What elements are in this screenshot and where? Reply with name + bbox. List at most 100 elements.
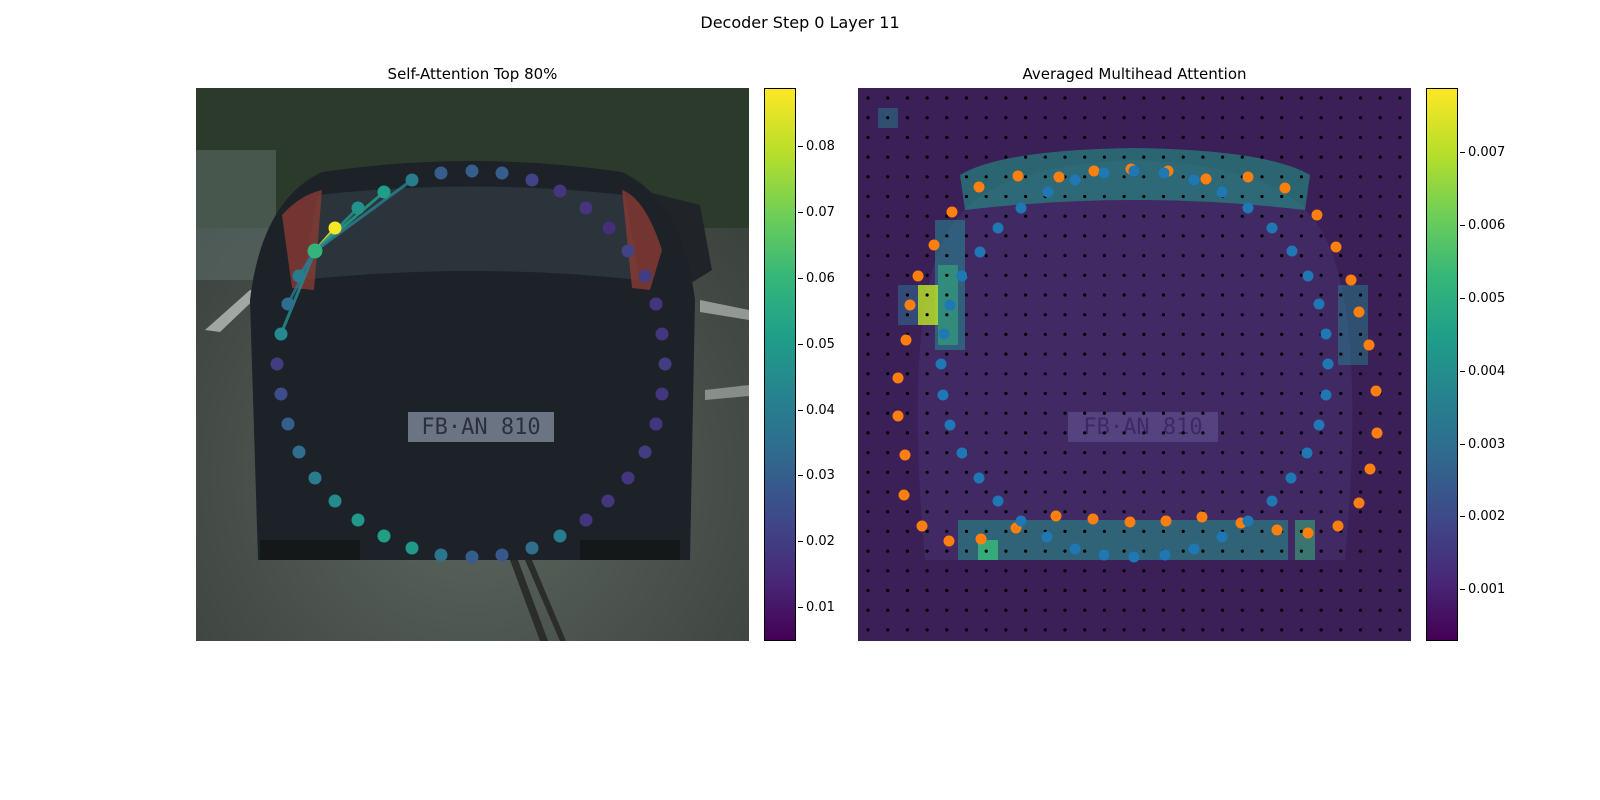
grid-dot xyxy=(1063,214,1067,218)
grid-dot xyxy=(1063,510,1067,514)
blue-point xyxy=(1098,549,1110,561)
grid-dot xyxy=(1122,116,1126,120)
blue-point xyxy=(992,495,1004,507)
grid-dot xyxy=(1260,588,1264,593)
grid-dot xyxy=(964,175,969,179)
right-colorbar xyxy=(1426,88,1458,641)
grid-dot xyxy=(1122,234,1126,238)
grid-dot xyxy=(886,175,890,179)
grid-dot xyxy=(1043,372,1047,376)
grid-dot xyxy=(984,510,988,514)
grid-dot xyxy=(1358,490,1363,494)
blue-point xyxy=(1313,298,1325,310)
grid-dot xyxy=(905,510,910,514)
grid-dot xyxy=(886,372,890,376)
grid-dot xyxy=(1024,254,1028,258)
grid-dot xyxy=(866,588,870,593)
grid-dot xyxy=(1063,529,1067,534)
grid-dot xyxy=(1280,175,1284,179)
colorbar-tick-label: 0.07 xyxy=(798,205,835,221)
grid-dot xyxy=(1339,214,1343,218)
grid-dot xyxy=(1181,588,1185,593)
blue-point xyxy=(1286,245,1298,257)
grid-dot xyxy=(1299,608,1303,612)
grid-dot xyxy=(1004,451,1008,455)
grid-dot xyxy=(905,628,910,632)
grid-dot xyxy=(1083,194,1087,199)
blue-point xyxy=(944,419,956,431)
grid-dot xyxy=(1083,135,1087,139)
grid-dot xyxy=(866,569,870,573)
grid-dot xyxy=(1142,372,1146,376)
grid-dot xyxy=(1142,490,1146,494)
grid-dot xyxy=(1280,293,1284,297)
grid-dot xyxy=(1161,569,1166,573)
orange-point xyxy=(899,449,911,461)
colorbar-tick-label: 0.01 xyxy=(798,600,835,616)
grid-dot xyxy=(866,529,870,534)
grid-dot xyxy=(1102,372,1106,376)
grid-dot xyxy=(905,608,910,612)
self-attention-svg: FB·AN 810 xyxy=(196,88,749,641)
attention-point xyxy=(655,327,669,341)
grid-dot xyxy=(1299,293,1303,297)
attention-point xyxy=(495,166,509,180)
grid-dot xyxy=(1083,431,1087,435)
grid-dot xyxy=(1122,96,1126,100)
grid-dot xyxy=(1102,135,1106,139)
grid-dot xyxy=(925,175,929,179)
grid-dot xyxy=(1024,411,1028,415)
grid-dot xyxy=(1043,352,1047,356)
grid-dot xyxy=(1299,273,1303,277)
grid-dot xyxy=(925,451,929,455)
colorbar-tick-label: 0.001 xyxy=(1459,582,1506,598)
grid-dot xyxy=(1063,313,1067,317)
grid-dot xyxy=(1142,588,1146,593)
grid-dot xyxy=(1398,569,1402,573)
grid-dot xyxy=(886,431,890,435)
colorbar-tick-label: 0.002 xyxy=(1459,509,1506,525)
grid-dot xyxy=(1358,510,1363,514)
grid-dot xyxy=(1181,372,1185,376)
grid-dot xyxy=(1299,194,1303,199)
grid-dot xyxy=(1378,293,1382,297)
grid-dot xyxy=(905,411,910,415)
grid-dot xyxy=(1398,588,1402,593)
grid-dot xyxy=(1102,391,1106,396)
grid-dot xyxy=(1299,155,1303,159)
grid-dot xyxy=(886,332,890,336)
orange-point xyxy=(898,489,910,501)
grid-dot xyxy=(1339,135,1343,139)
grid-dot xyxy=(1063,411,1067,415)
grid-dot xyxy=(945,490,949,494)
grid-dot xyxy=(866,549,870,553)
grid-dot xyxy=(925,391,929,396)
grid-dot xyxy=(1280,234,1284,238)
grid-dot xyxy=(1260,470,1264,474)
grid-dot xyxy=(1043,214,1047,218)
grid-dot xyxy=(886,529,890,534)
grid-dot xyxy=(1181,529,1185,534)
grid-dot xyxy=(1161,608,1166,612)
grid-dot xyxy=(1122,431,1126,435)
grid-dot xyxy=(1161,431,1166,435)
grid-dot xyxy=(866,135,870,139)
grid-dot xyxy=(1122,214,1126,218)
grid-dot xyxy=(1024,451,1028,455)
grid-dot xyxy=(1280,155,1284,159)
grid-dot xyxy=(1043,431,1047,435)
attention-point xyxy=(621,244,635,258)
orange-point xyxy=(1345,274,1357,286)
attention-point xyxy=(465,550,479,564)
grid-dot xyxy=(1063,588,1067,593)
grid-dot xyxy=(1319,529,1323,534)
orange-point xyxy=(1242,171,1254,183)
grid-dot xyxy=(1004,569,1008,573)
grid-dot xyxy=(1142,214,1146,218)
grid-dot xyxy=(886,352,890,356)
grid-dot xyxy=(1299,588,1303,593)
grid-dot xyxy=(1102,234,1106,238)
grid-dot xyxy=(1161,451,1166,455)
colorbar-tick-label: 0.04 xyxy=(798,402,835,418)
orange-point xyxy=(1200,173,1212,185)
